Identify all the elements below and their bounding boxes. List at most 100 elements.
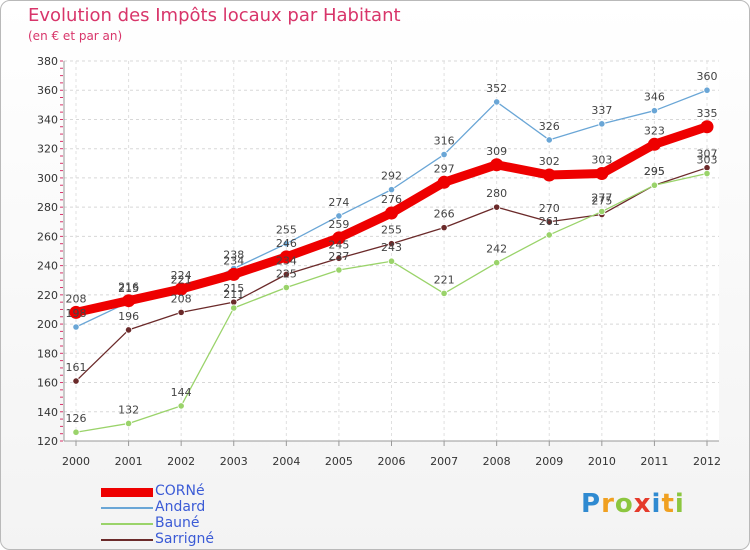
data-point — [703, 86, 711, 94]
data-label: 275 — [591, 194, 612, 207]
legend-swatch — [101, 507, 153, 509]
legend-item: Sarrigné — [101, 531, 301, 548]
data-label: 215 — [223, 282, 244, 295]
y-tick-label: 340 — [37, 113, 58, 126]
data-label: 303 — [697, 154, 718, 167]
x-tick-label: 2008 — [483, 455, 511, 468]
data-point — [650, 181, 659, 189]
data-label: 161 — [66, 361, 87, 374]
proxiti-logo: Proxiti — [581, 489, 685, 519]
logo-letter: r — [601, 489, 615, 519]
data-point — [387, 240, 396, 248]
data-point — [279, 250, 293, 264]
data-point — [493, 98, 501, 106]
data-label: 243 — [381, 241, 402, 254]
data-label: 335 — [697, 107, 718, 120]
data-label: 346 — [644, 91, 665, 104]
y-tick-label: 360 — [37, 84, 58, 97]
legend-swatch — [101, 488, 153, 497]
data-label: 198 — [66, 307, 87, 320]
x-tick-label: 2002 — [167, 455, 195, 468]
y-tick-label: 160 — [37, 377, 58, 390]
data-point — [437, 175, 451, 189]
data-label: 261 — [539, 215, 560, 228]
data-label: 277 — [591, 192, 612, 205]
data-label: 307 — [697, 148, 718, 161]
data-label: 246 — [276, 237, 297, 250]
data-label: 295 — [644, 165, 665, 178]
y-tick-label: 240 — [37, 260, 58, 273]
data-point — [72, 377, 80, 385]
data-point — [545, 136, 553, 144]
data-label: 274 — [328, 196, 349, 209]
data-point — [385, 206, 398, 220]
x-tick-label: 2000 — [62, 455, 90, 468]
data-point — [72, 428, 80, 436]
data-label: 126 — [66, 412, 87, 425]
y-tick-label: 260 — [37, 230, 58, 243]
data-label: 208 — [171, 292, 192, 305]
data-point — [174, 282, 188, 296]
data-point — [440, 224, 448, 232]
data-point — [282, 283, 290, 292]
data-label: 280 — [486, 187, 507, 200]
y-tick-label: 140 — [37, 406, 58, 419]
data-point — [440, 150, 448, 159]
chart-subtitle: (en € et par an) — [28, 29, 123, 43]
data-label: 221 — [171, 273, 192, 286]
data-point — [124, 326, 133, 334]
data-point — [387, 257, 396, 265]
data-label: 295 — [644, 165, 665, 178]
y-tick-label: 280 — [37, 201, 58, 214]
data-point — [598, 120, 606, 128]
data-label: 255 — [381, 224, 402, 237]
data-point — [230, 304, 238, 312]
data-label: 221 — [434, 273, 455, 286]
y-tick-label: 220 — [37, 289, 58, 302]
x-tick-label: 2010 — [588, 455, 616, 468]
legend: CORNé Andard Bauné Sarrigné — [101, 483, 301, 548]
y-tick-label: 300 — [37, 172, 58, 185]
y-tick-label: 320 — [37, 143, 58, 156]
data-point — [72, 323, 80, 331]
data-point — [177, 402, 185, 410]
data-label: 144 — [171, 386, 192, 399]
data-point — [124, 419, 133, 428]
data-point — [598, 207, 606, 216]
data-label: 255 — [276, 224, 297, 237]
data-point — [69, 305, 83, 319]
data-point — [650, 107, 659, 115]
data-label: 208 — [66, 292, 87, 305]
data-label: 337 — [591, 104, 612, 117]
data-point — [647, 137, 661, 151]
plot-area — [64, 61, 719, 441]
data-label: 266 — [434, 208, 455, 221]
data-label: 302 — [539, 155, 560, 168]
legend-label: CORNé — [155, 483, 205, 499]
x-tick-label: 2003 — [220, 455, 248, 468]
data-label: 360 — [697, 70, 718, 83]
data-label: 316 — [434, 135, 455, 148]
data-label: 259 — [328, 218, 349, 231]
data-label: 242 — [486, 243, 507, 256]
data-label: 303 — [591, 154, 612, 167]
legend-item: Bauné — [101, 515, 301, 532]
data-point — [332, 231, 346, 245]
data-point — [440, 289, 448, 297]
data-label: 270 — [539, 202, 560, 215]
data-point — [595, 167, 609, 181]
data-point — [493, 259, 501, 267]
data-label: 326 — [539, 120, 560, 133]
data-label: 323 — [644, 124, 665, 137]
data-point — [545, 231, 553, 239]
x-tick-label: 2009 — [535, 455, 563, 468]
data-label: 224 — [171, 269, 192, 282]
data-point — [700, 120, 714, 134]
legend-swatch — [101, 523, 153, 525]
logo-letter: x — [633, 489, 652, 519]
data-label: 297 — [434, 162, 455, 175]
y-tick-label: 180 — [37, 347, 58, 360]
data-label: 215 — [118, 282, 139, 295]
